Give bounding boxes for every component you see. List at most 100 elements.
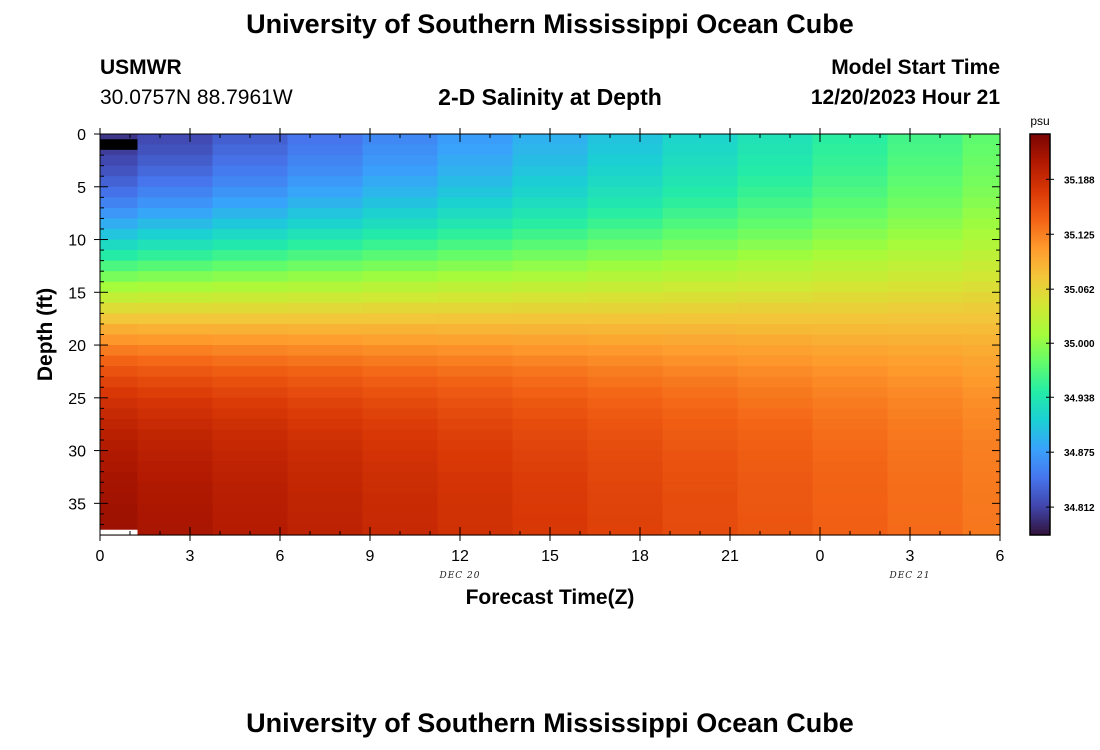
- heatmap-cell: [587, 176, 664, 188]
- heatmap-cell: [737, 260, 814, 272]
- heatmap-cell: [887, 271, 964, 283]
- heatmap-cell: [137, 155, 214, 167]
- heatmap-cell: [587, 271, 664, 283]
- heatmap-cell: [587, 334, 664, 346]
- heatmap-cell: [287, 186, 364, 198]
- heatmap-cell: [662, 176, 739, 188]
- heatmap-cell: [962, 503, 1001, 515]
- heatmap-cell: [362, 186, 439, 198]
- heatmap-cell: [662, 397, 739, 409]
- heatmap-cell: [287, 471, 364, 483]
- heatmap-cell: [287, 418, 364, 431]
- heatmap-cell: [737, 271, 814, 283]
- heatmap-cell: [512, 397, 589, 409]
- heatmap-cell: [362, 207, 439, 220]
- heatmap-cell: [962, 418, 1001, 431]
- heatmap-cell: [887, 260, 964, 272]
- heatmap-cell: [812, 513, 889, 526]
- heatmap-cell: [662, 429, 739, 441]
- heatmap-cell: [437, 408, 514, 420]
- heatmap-cells: [100, 134, 1001, 536]
- heatmap-cell: [100, 271, 139, 283]
- heatmap-cell: [362, 461, 439, 473]
- heatmap-cell: [512, 207, 589, 220]
- heatmap-cell: [362, 418, 439, 431]
- heatmap-cell: [100, 471, 139, 483]
- heatmap-cell: [512, 281, 589, 293]
- heatmap-cell: [137, 260, 214, 272]
- heatmap-cell: [212, 176, 289, 188]
- heatmap-cell: [812, 345, 889, 357]
- heatmap-cell: [887, 397, 964, 409]
- heatmap-cell: [137, 471, 214, 483]
- heatmap-cell: [100, 228, 139, 241]
- x-axis-ticks: 0 3 6 9 12 15 18 21 0 3 6 DEC 20 DEC 21: [96, 128, 1005, 581]
- heatmap-cell: [587, 418, 664, 431]
- heatmap-cell: [512, 387, 589, 399]
- heatmap-cell: [737, 461, 814, 473]
- x-tick-label: 9: [366, 548, 375, 565]
- heatmap-cell: [512, 450, 589, 462]
- y-axis-ticks: 0 5 10 15 20 25 30 35: [68, 127, 1000, 536]
- chart-subtitle: 2-D Salinity at Depth: [438, 84, 662, 110]
- heatmap-cell: [737, 334, 814, 346]
- heatmap-cell: [962, 281, 1001, 293]
- heatmap-cell: [962, 524, 1001, 536]
- heatmap-cell: [362, 323, 439, 336]
- heatmap-cell: [737, 376, 814, 388]
- heatmap-cell: [512, 482, 589, 494]
- heatmap-cell: [887, 461, 964, 473]
- heatmap-cell: [100, 355, 139, 367]
- heatmap-cell: [362, 228, 439, 241]
- heatmap-cell: [587, 207, 664, 220]
- heatmap-cell: [887, 429, 964, 441]
- heatmap-cell: [887, 302, 964, 314]
- heatmap-cell: [887, 218, 964, 230]
- heatmap-cell: [287, 323, 364, 336]
- heatmap-cell: [812, 165, 889, 177]
- heatmap-cell: [662, 197, 739, 209]
- heatmap-cell: [512, 239, 589, 251]
- heatmap-cell: [962, 186, 1001, 198]
- heatmap-cell: [587, 450, 664, 462]
- heatmap-cell: [100, 323, 139, 336]
- heatmap-cell: [812, 429, 889, 441]
- heatmap-cell: [212, 397, 289, 409]
- heatmap-cell: [137, 323, 214, 336]
- heatmap-cell: [737, 239, 814, 251]
- heatmap-cell: [287, 271, 364, 283]
- heatmap-cell: [137, 165, 214, 177]
- heatmap-cell: [287, 239, 364, 251]
- heatmap-cell: [812, 313, 889, 325]
- heatmap-cell: [362, 334, 439, 346]
- heatmap-cell: [362, 345, 439, 357]
- heatmap-cell: [437, 397, 514, 409]
- heatmap-cell: [362, 471, 439, 483]
- colorbar-tick-label: 34.812: [1064, 503, 1095, 514]
- heatmap-cell: [437, 355, 514, 367]
- heatmap-cell: [887, 292, 964, 304]
- heatmap-cell: [137, 387, 214, 399]
- heatmap-cell: [287, 408, 364, 420]
- heatmap-cell: [362, 155, 439, 167]
- heatmap-cell: [287, 176, 364, 188]
- heatmap-cell: [887, 513, 964, 526]
- heatmap-cell: [137, 218, 214, 230]
- heatmap-cell: [212, 165, 289, 177]
- heatmap-cell: [737, 418, 814, 431]
- heatmap-cell: [737, 228, 814, 241]
- heatmap-cell: [362, 218, 439, 230]
- heatmap-cell: [100, 197, 139, 209]
- heatmap-cell: [887, 144, 964, 156]
- heatmap-cell: [287, 461, 364, 473]
- heatmap-cell: [962, 345, 1001, 357]
- heatmap-cell: [962, 134, 1001, 146]
- heatmap-cell: [587, 397, 664, 409]
- heatmap-cell: [362, 440, 439, 452]
- heatmap-cell: [812, 271, 889, 283]
- heatmap-cell: [737, 302, 814, 314]
- heatmap-cell: [437, 186, 514, 198]
- heatmap-cell: [362, 313, 439, 325]
- heatmap-cell: [512, 260, 589, 272]
- heatmap-cell: [587, 513, 664, 526]
